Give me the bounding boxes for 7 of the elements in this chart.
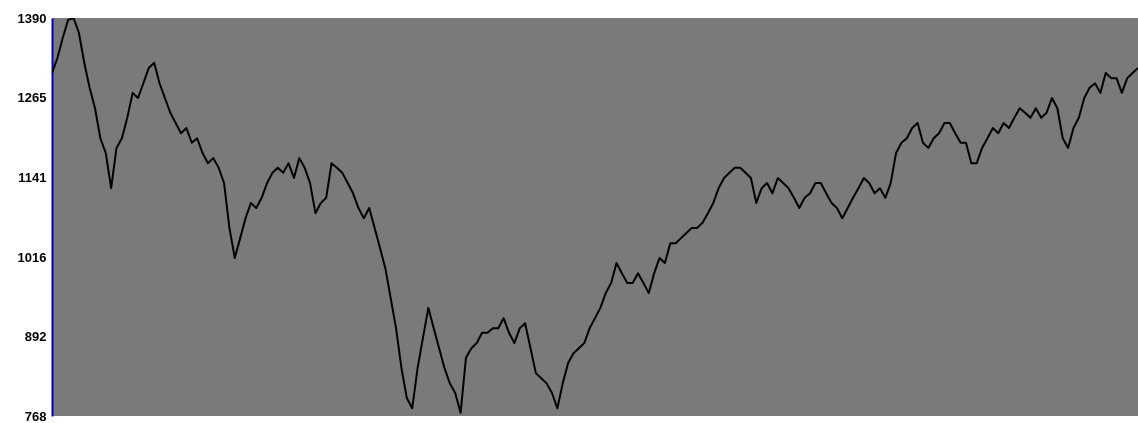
- y-tick-label: 892: [24, 329, 47, 345]
- y-tick-label: 768: [24, 408, 47, 423]
- y-tick-label: 1265: [17, 90, 47, 106]
- y-tick-label: 1141: [18, 169, 47, 185]
- line-series: [52, 18, 1138, 414]
- y-tick-label: 1390: [17, 10, 47, 26]
- y-tick-label: 1016: [17, 249, 47, 265]
